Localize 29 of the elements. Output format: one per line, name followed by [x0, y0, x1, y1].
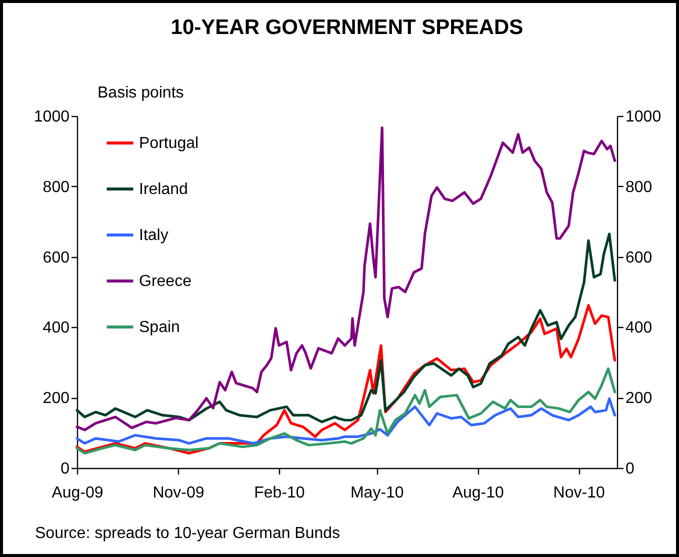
legend-label: Ireland	[139, 181, 188, 198]
y2-tick-label: 0	[626, 460, 634, 478]
y2-tick-label: 400	[626, 320, 652, 337]
y2-tick-label: 1000	[626, 108, 662, 126]
line-series	[76, 397, 616, 445]
chart-title: 10-YEAR GOVERNMENT SPREADS	[170, 16, 524, 39]
legend-label: Italy	[139, 227, 168, 244]
x-tick-label: Feb-10	[254, 484, 305, 502]
line-series	[76, 367, 616, 455]
y-tick-label: 1000	[34, 108, 70, 126]
x-tick-label: Aug-09	[52, 484, 104, 502]
line-series	[76, 126, 616, 432]
x-tick-label: Nov-09	[152, 484, 204, 502]
y-tick-label: 600	[42, 249, 70, 266]
y2-tick-label: 800	[626, 178, 652, 196]
x-tick-label: Aug-10	[452, 484, 504, 502]
y-tick-label: 800	[42, 178, 70, 196]
legend-label: Greece	[139, 273, 192, 290]
legend-label: Portugal	[139, 135, 199, 152]
y-tick-label: 200	[42, 390, 70, 408]
x-tick-label: Nov-10	[553, 484, 605, 502]
y2-tick-label: 200	[626, 390, 652, 408]
y-tick-label: 0	[60, 460, 70, 478]
legend-label: Spain	[139, 319, 180, 336]
y-axis-title: Basis points	[98, 84, 184, 102]
source-note: Source: spreads to 10-year German Bunds	[35, 525, 340, 543]
x-tick-label: May-10	[350, 484, 404, 502]
y2-tick-label: 600	[626, 249, 652, 266]
y-tick-label: 400	[42, 320, 70, 337]
